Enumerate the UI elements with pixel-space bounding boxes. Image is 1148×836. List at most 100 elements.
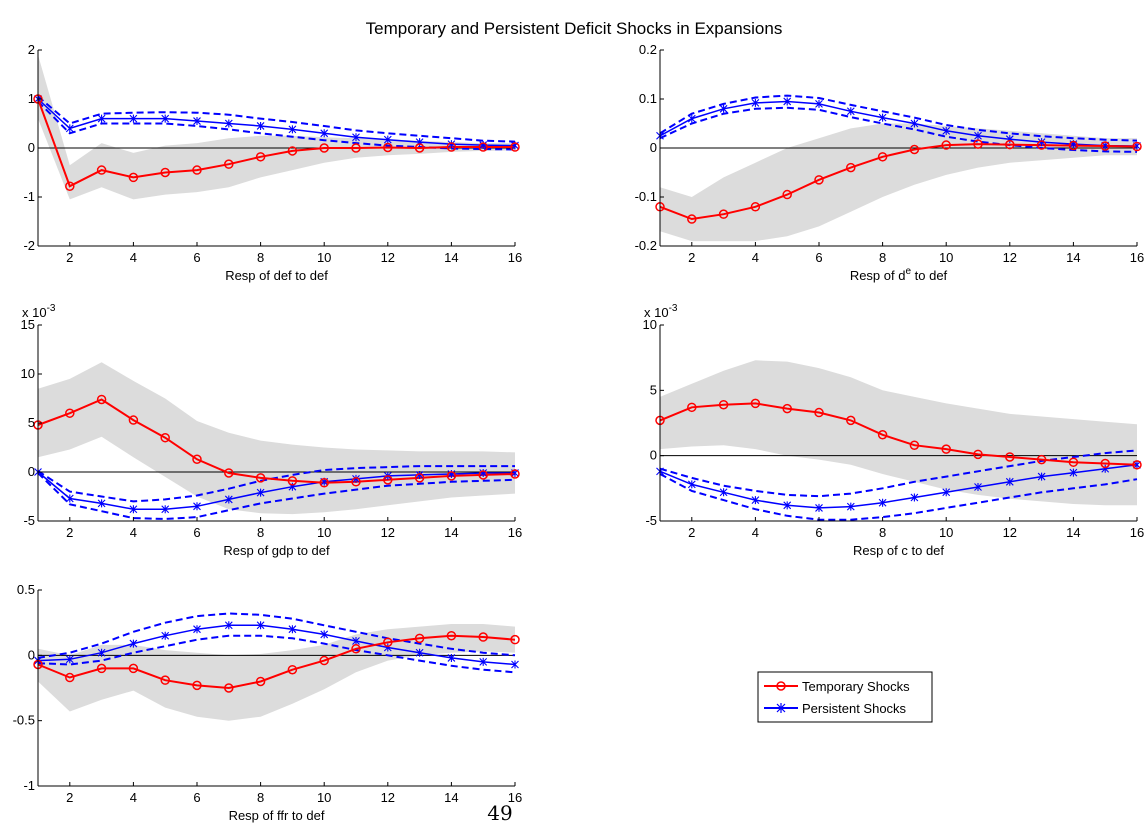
persistent-point: [1037, 138, 1046, 147]
x-tick-label: 4: [130, 790, 137, 805]
x-axis-label: Resp of c to def: [853, 543, 944, 558]
temporary-point: [128, 172, 139, 183]
y-tick-label: 10: [643, 317, 657, 332]
x-axis-label-text: Resp of c to def: [853, 543, 944, 558]
temporary-point: [96, 394, 107, 405]
x-tick-label: 16: [1130, 525, 1144, 540]
x-axis-label-text: Resp of def to def: [225, 268, 328, 283]
x-tick-label: 6: [193, 525, 200, 540]
y-exponent-power: -3: [669, 303, 678, 314]
y-tick-label: 1: [28, 91, 35, 106]
x-tick-label: 14: [444, 250, 458, 265]
temporary-point: [224, 159, 234, 169]
temporary-point: [96, 165, 107, 175]
y-tick-label: -1: [23, 189, 35, 204]
persistent-upper-band: [37, 612, 516, 659]
y-tick-label: 0: [28, 647, 35, 662]
persistent-point: [256, 488, 265, 497]
persistent-point: [974, 483, 982, 492]
x-tick-label: 8: [257, 525, 264, 540]
persistent-point: [256, 121, 265, 130]
temporary-point: [446, 630, 457, 641]
temporary-point: [973, 449, 983, 460]
persistent-upper-band: [659, 449, 1138, 498]
y-tick-label: -1: [23, 778, 35, 793]
panel-2: 2 4 6 8 10 12 14 16 -0.2 -0.1 0 0.1 0.2 Resp of de to…: [635, 42, 1145, 283]
page-number: 49: [487, 801, 512, 825]
x-tick-label: 16: [1130, 250, 1144, 265]
persistent-point: [511, 660, 519, 669]
x-tick-label: 8: [879, 250, 886, 265]
temporary-point: [941, 444, 951, 454]
temporary-point: [192, 454, 202, 465]
persistent-point: [910, 119, 919, 128]
temporary-point: [973, 139, 983, 149]
x-tick-label: 14: [1066, 525, 1080, 540]
temporary-point: [782, 189, 792, 200]
x-axis-label-text: Resp of d: [850, 268, 906, 283]
confidence-band: [38, 362, 515, 515]
legend-temporary-label: Temporary Shocks: [802, 679, 910, 694]
persistent-point: [910, 493, 919, 502]
temporary-point: [510, 634, 520, 645]
temporary-point: [255, 473, 266, 483]
persistent-point: [815, 99, 823, 108]
y-tick-label: -0.2: [635, 238, 657, 253]
temporary-point: [814, 175, 824, 185]
x-tick-label: 8: [257, 250, 264, 265]
persistent-point: [193, 502, 201, 511]
temporary-point: [446, 142, 457, 152]
y-tick-label: 10: [21, 366, 35, 381]
persistent-point: [719, 488, 728, 497]
persistent-point: [974, 131, 982, 140]
persistent-point: [783, 97, 792, 106]
y-tick-label: 15: [21, 317, 35, 332]
temporary-point: [414, 633, 425, 644]
x-axis-label: Resp of def to def: [225, 268, 328, 283]
persistent-point: [129, 114, 138, 123]
x-tick-label: 4: [752, 250, 759, 265]
persistent-upper-band: [37, 95, 516, 143]
persistent-point: [97, 114, 106, 123]
legend-persistent-marker: [776, 703, 786, 713]
persistent-point: [878, 498, 887, 507]
temporary-point: [909, 144, 920, 155]
temporary-point: [478, 470, 488, 480]
persistent-point: [97, 499, 106, 508]
x-tick-label: 10: [317, 790, 331, 805]
y-exponent: x 10-3: [22, 303, 56, 320]
y-exponent-power: -3: [47, 303, 56, 314]
temporary-point: [782, 403, 792, 414]
x-tick-label: 16: [508, 525, 522, 540]
temporary-point: [1100, 458, 1110, 469]
persistent-point: [224, 119, 233, 128]
temporary-series-line: [659, 143, 1138, 221]
x-tick-label: 10: [939, 525, 953, 540]
temporary-point: [510, 142, 520, 152]
temporary-point: [414, 143, 425, 153]
temporary-point: [351, 477, 361, 487]
persistent-series-line: [37, 624, 516, 666]
temporary-point: [846, 415, 856, 426]
temporary-point: [160, 432, 170, 443]
persistent-point: [1037, 472, 1046, 481]
persistent-lower-band: [37, 472, 516, 521]
temporary-point: [65, 181, 75, 191]
persistent-point: [846, 502, 855, 511]
y-tick-label: 0.5: [17, 582, 35, 597]
temporary-point: [224, 683, 234, 693]
temporary-point: [351, 143, 361, 153]
persistent-point: [288, 125, 297, 134]
x-tick-label: 8: [879, 525, 886, 540]
persistent-point: [193, 625, 201, 634]
temporary-point: [1068, 457, 1079, 467]
temporary-point: [478, 632, 488, 642]
y-tick-label: 5: [650, 382, 657, 397]
temporary-point: [1005, 452, 1015, 462]
temporary-point: [1068, 140, 1079, 151]
temporary-point: [941, 140, 951, 150]
persistent-point: [942, 126, 951, 135]
y-tick-label: 0.2: [639, 42, 657, 57]
persistent-series-line: [659, 464, 1138, 509]
